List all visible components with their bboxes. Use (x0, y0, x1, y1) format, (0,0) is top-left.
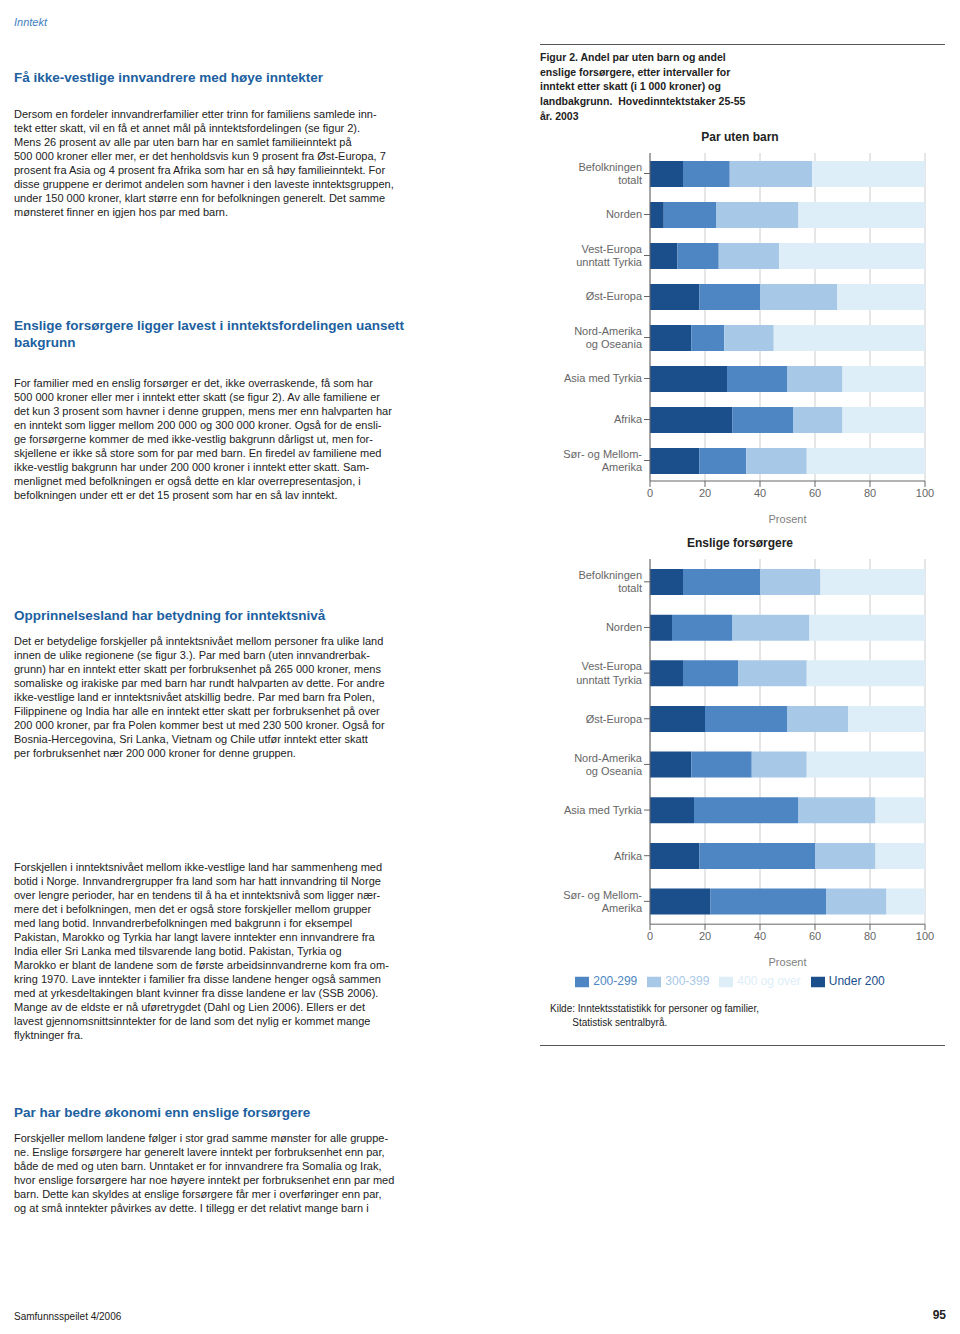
html-text:95: 95 (932, 1308, 946, 1322)
svg-text:Afrika: Afrika (614, 850, 643, 862)
html-text:Dersom en fordeler innvandrerf: Dersom en fordeler innvandrerfamilier et… (14, 108, 394, 218)
svg-text:20: 20 (699, 487, 711, 499)
svg-text:80: 80 (864, 487, 876, 499)
svg-text:Sør- og Mellom-Amerika: Sør- og Mellom-Amerika (563, 448, 643, 473)
svg-text:40: 40 (754, 930, 766, 942)
html-text:Forskjellen i inntektsnivået m: Forskjellen i inntektsnivået mellom ikke… (14, 861, 389, 1041)
html-text:Det er betydelige forskjeller: Det er betydelige forskjeller på inntekt… (14, 635, 385, 759)
svg-text:Befolkningentotalt: Befolkningentotalt (578, 161, 642, 186)
svg-text:Prosent: Prosent (769, 513, 807, 525)
svg-text:60: 60 (809, 487, 821, 499)
svg-text:Sør- og Mellom-Amerika: Sør- og Mellom-Amerika (563, 889, 643, 914)
html-text:Figur 2. Andel par uten barn o: Figur 2. Andel par uten barn og andel en… (540, 51, 746, 122)
svg-text:0: 0 (647, 930, 653, 942)
svg-text:Norden: Norden (606, 621, 642, 633)
svg-text:40: 40 (754, 487, 766, 499)
html-text:Enslige forsørgere: Enslige forsørgere (687, 536, 793, 550)
svg-text:60: 60 (809, 930, 821, 942)
html-text:Inntekt: Inntekt (14, 16, 47, 28)
html-text:Kilde: Inntektsstatistikk for: Kilde: Inntektsstatistikk for personer o… (550, 1003, 759, 1028)
html-text:Par har bedre økonomi enn ensl: Par har bedre økonomi enn enslige forsør… (14, 1105, 311, 1120)
svg-text:Afrika: Afrika (614, 413, 643, 425)
html-text:300-399: 300-399 (665, 974, 710, 989)
svg-text:Norden: Norden (606, 208, 642, 220)
svg-text:Nord-Amerikaog Oseania: Nord-Amerikaog Oseania (574, 325, 643, 350)
html-text:Samfunnsspeilet 4/2006: Samfunnsspeilet 4/2006 (14, 1311, 122, 1322)
svg-text:Øst-Europa: Øst-Europa (586, 713, 643, 725)
html-text:Under 200: Under 200 (828, 974, 885, 989)
html-text:Opprinnelsesland har betydning: Opprinnelsesland har betydning for innte… (14, 608, 326, 623)
html-text:Få ikke-vestlige innvandrere m: Få ikke-vestlige innvandrere med høye in… (14, 70, 324, 85)
html-text:200-299: 200-299 (593, 974, 638, 989)
svg-text:Prosent: Prosent (769, 956, 807, 968)
svg-text:Asia med Tyrkia: Asia med Tyrkia (564, 804, 643, 816)
html-text:For familier med en enslig for: For familier med en enslig forsørger er … (14, 377, 392, 501)
html-text:400 og over: 400 og over (737, 974, 801, 989)
svg-text:Asia med Tyrkia: Asia med Tyrkia (564, 372, 643, 384)
svg-text:Vest-Europaunntatt Tyrkia: Vest-Europaunntatt Tyrkia (576, 243, 643, 268)
svg-text:Nord-Amerikaog Oseania: Nord-Amerikaog Oseania (574, 752, 643, 777)
html-text:Enslige forsørgere ligger lave: Enslige forsørgere ligger lavest i innte… (14, 318, 405, 350)
html-text:Forskjeller mellom landene føl: Forskjeller mellom landene følger i stor… (14, 1132, 395, 1214)
html-text:Par uten barn: Par uten barn (701, 130, 779, 144)
svg-text:0: 0 (647, 487, 653, 499)
svg-text:100: 100 (916, 930, 934, 942)
svg-text:Vest-Europaunntatt Tyrkia: Vest-Europaunntatt Tyrkia (576, 660, 643, 685)
svg-text:100: 100 (916, 487, 934, 499)
svg-text:80: 80 (864, 930, 876, 942)
svg-text:Befolkningentotalt: Befolkningentotalt (578, 569, 642, 594)
svg-text:20: 20 (699, 930, 711, 942)
svg-text:Øst-Europa: Øst-Europa (586, 290, 643, 302)
